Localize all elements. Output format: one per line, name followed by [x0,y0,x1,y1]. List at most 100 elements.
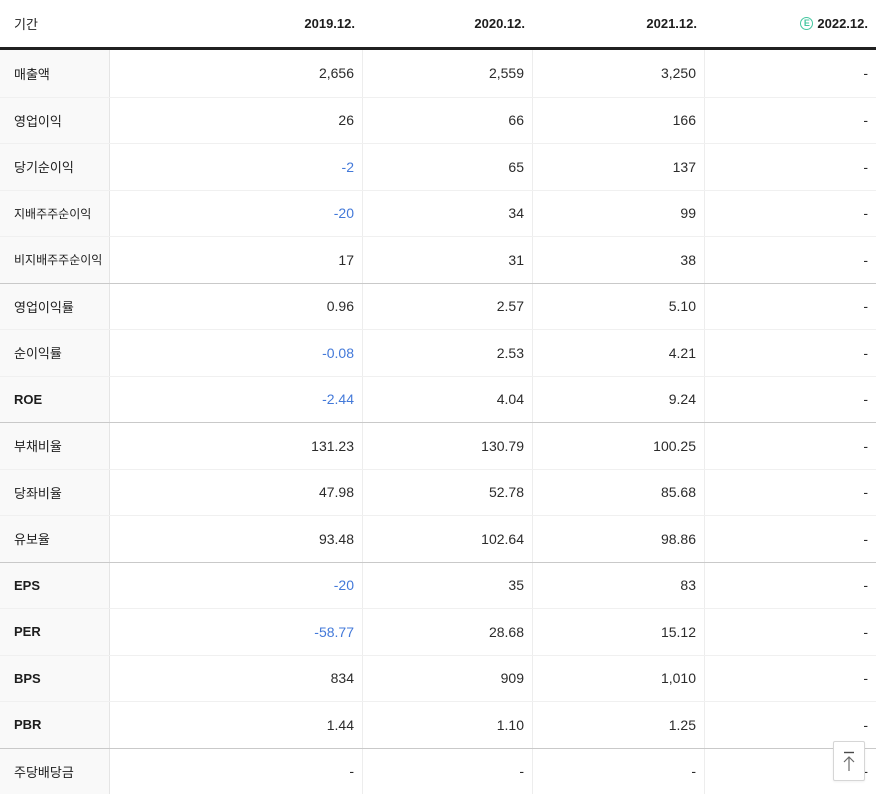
column-header-label: 2021.12. [646,16,697,31]
table-row: 부채비율 131.23 130.79 100.25 - [0,422,876,469]
table-body: 매출액 2,656 2,559 3,250 - 영업이익 26 66 166- 당기순이익 - 2 6 5… [0,50,876,794]
row-label: 매출액 [0,50,110,97]
cell-value: 9.24 [533,376,705,422]
cell-value: - [863,298,868,315]
table-row: 당기순이익 -2 65 137 - [0,143,876,190]
cell-value: 5.10 [533,283,705,329]
cell-value: 85.68 [533,469,705,515]
table-row: 주당배당금 - - - - [0,747,876,794]
cell-value: 66 [363,97,533,143]
table-row: BPS 834 909 1,010 - [0,654,876,701]
cell-value: - [863,577,868,594]
cell-value: - [863,65,868,82]
estimate-badge-icon: E [800,17,814,30]
cell-value: 1.44 [110,702,363,748]
cell-value: 100.25 [533,423,705,469]
cell-value: - [863,391,868,408]
column-header-2021: 2021.12. [533,0,705,47]
cell-value: 4.04 [363,376,533,422]
table-row: EPS -20 35 83 - [0,561,876,608]
cell-value: -0.08 [110,330,363,376]
cell-value: - [863,530,868,547]
row-label: 유보율 [0,516,110,562]
cell-value: 1.10 [363,702,533,748]
cell-value: - [863,484,868,501]
table-row: ROE -2.44 4.04 9.24 - [0,375,876,422]
table-row: 영업이익 26 66 166 - [0,96,876,143]
row-label: PER [0,609,110,655]
row-label: 영업이익 [0,97,110,143]
cell-value: 31 [363,237,533,283]
row-label: 지배주주순이익 [0,190,110,236]
cell-value: 47.98 [110,469,363,515]
cell-value: 102.64 [363,516,533,562]
cell-value: 2.57 [363,283,533,329]
row-label: PBR [0,702,110,748]
cell-value: 99 [533,190,705,236]
table-row: 영업이익률 0.96 2.57 5.10 - [0,282,876,329]
column-header-label: 2020.12. [474,16,525,31]
row-label: BPS [0,655,110,701]
cell-value: 1,010 [533,655,705,701]
cell-value: - [863,670,868,687]
cell-value: 3,250 [533,50,705,97]
row-label: 주당배당금 [0,748,110,794]
cell-value: -20 [110,190,363,236]
column-header-2020: 2020.12. [363,0,533,47]
cell-value: - [110,748,363,794]
row-label: 당좌비율 [0,469,110,515]
cell-value: 93.48 [110,516,363,562]
cell-value: 2.53 [363,330,533,376]
table-row: PER -58.77 28.68 15.12 - [0,608,876,655]
cell-value: -2.44 [110,376,363,422]
cell-value: - [863,158,868,175]
table-row: 매출액 2,656 2,559 3,250 - [0,50,876,97]
cell-value: - [863,623,868,640]
cell-value: -58.77 [110,609,363,655]
cell-value: 166 [533,97,705,143]
table-header-row: 기간 2019.12. 2020.12. 2021.12. E 2022.12. [0,0,876,50]
cell-value: 0.96 [110,283,363,329]
cell-value: 137 [533,144,705,190]
row-label: 비지배주주순이익 [0,237,110,283]
cell-value: 834 [110,655,363,701]
table-row: 순이익률 -0.08 2.53 4.21 - [0,329,876,376]
cell-value: - [863,437,868,454]
cell-value: - [863,251,868,268]
arrow-up-to-top-icon [840,748,858,774]
cell-value: - [863,344,868,361]
cell-value: 131.23 [110,423,363,469]
cell-value: 17 [110,237,363,283]
scroll-to-top-button[interactable] [833,741,865,781]
row-label: 영업이익률 [0,283,110,329]
cell-value: 34 [363,190,533,236]
column-header-label: 2019.12. [304,16,355,31]
table-row: 지배주주순이익 -20 34 99 - [0,189,876,236]
row-label: 부채비율 [0,423,110,469]
cell-value: 28.68 [363,609,533,655]
cell-value: 4.21 [533,330,705,376]
row-label: ROE [0,376,110,422]
cell-value: 1.25 [533,702,705,748]
cell-value: 83 [533,562,705,608]
cell-value: 52.78 [363,469,533,515]
cell-value: 130.79 [363,423,533,469]
cell-value: 38 [533,237,705,283]
cell-value: - [533,748,705,794]
cell-value: -2 [110,144,363,190]
cell-value: 2,656 [110,50,363,97]
cell-value: 26 [110,97,363,143]
table-row: PBR 1.44 1.10 1.25 - [0,701,876,748]
column-header-2022-estimate: E 2022.12. [705,0,876,47]
row-label: EPS [0,562,110,608]
cell-value: 35 [363,562,533,608]
table-row: 비지배주주순이익 17 31 38 - [0,236,876,283]
column-header-2019: 2019.12. [110,0,363,47]
row-label: 당기순이익 [0,144,110,190]
cell-value: 2,559 [363,50,533,97]
table-row: 당좌비율 47.98 52.78 85.68 - [0,468,876,515]
cell-value: - [363,748,533,794]
table-row: 유보율 93.48 102.64 98.86 - [0,515,876,562]
cell-value: - [863,205,868,222]
